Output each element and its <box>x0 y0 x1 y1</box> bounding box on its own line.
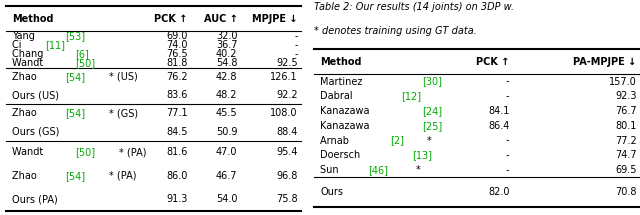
Text: [46]: [46] <box>368 165 388 175</box>
Text: PCK ↑: PCK ↑ <box>154 14 188 24</box>
Text: *: * <box>426 135 431 146</box>
Text: 126.1: 126.1 <box>270 72 298 82</box>
Text: 69.0: 69.0 <box>166 31 188 41</box>
Text: Ours (GS): Ours (GS) <box>12 127 60 137</box>
Text: Arnab: Arnab <box>320 135 352 146</box>
Text: 84.1: 84.1 <box>488 106 509 116</box>
Text: Method: Method <box>320 57 362 67</box>
Text: 50.9: 50.9 <box>216 127 237 137</box>
Text: Zhao: Zhao <box>12 171 40 181</box>
Text: 108.0: 108.0 <box>270 108 298 118</box>
Text: 92.2: 92.2 <box>276 90 298 100</box>
Text: 86.0: 86.0 <box>166 171 188 181</box>
Text: 81.6: 81.6 <box>166 147 188 157</box>
Text: -: - <box>506 91 509 101</box>
Text: Doersch: Doersch <box>320 150 364 160</box>
Text: Dabral: Dabral <box>320 91 356 101</box>
Text: [2]: [2] <box>390 135 404 146</box>
Text: 32.0: 32.0 <box>216 31 237 41</box>
Text: 54.8: 54.8 <box>216 58 237 68</box>
Text: * (GS): * (GS) <box>109 108 138 118</box>
Text: 75.8: 75.8 <box>276 194 298 204</box>
Text: 42.8: 42.8 <box>216 72 237 82</box>
Text: -: - <box>506 135 509 146</box>
Text: 80.1: 80.1 <box>616 121 637 131</box>
Text: * (PA): * (PA) <box>109 171 136 181</box>
Text: Chang: Chang <box>12 49 47 59</box>
Text: 77.1: 77.1 <box>166 108 188 118</box>
Text: 77.2: 77.2 <box>615 135 637 146</box>
Text: -: - <box>506 165 509 175</box>
Text: 92.3: 92.3 <box>615 91 637 101</box>
Text: 48.2: 48.2 <box>216 90 237 100</box>
Text: 83.6: 83.6 <box>166 90 188 100</box>
Text: 54.0: 54.0 <box>216 194 237 204</box>
Text: Ours: Ours <box>320 187 343 197</box>
Text: Method: Method <box>12 14 54 24</box>
Text: [25]: [25] <box>422 121 443 131</box>
Text: Ours (US): Ours (US) <box>12 90 60 100</box>
Text: Kanazawa: Kanazawa <box>320 106 372 116</box>
Text: 76.5: 76.5 <box>166 49 188 59</box>
Text: Ci: Ci <box>12 40 25 50</box>
Text: 70.8: 70.8 <box>615 187 637 197</box>
Text: 91.3: 91.3 <box>166 194 188 204</box>
Text: 76.2: 76.2 <box>166 72 188 82</box>
Text: PCK ↑: PCK ↑ <box>476 57 509 67</box>
Text: 95.4: 95.4 <box>276 147 298 157</box>
Text: [50]: [50] <box>76 147 96 157</box>
Text: 45.5: 45.5 <box>216 108 237 118</box>
Text: 40.2: 40.2 <box>216 49 237 59</box>
Text: -: - <box>294 31 298 41</box>
Text: 92.5: 92.5 <box>276 58 298 68</box>
Text: [6]: [6] <box>76 49 90 59</box>
Text: -: - <box>294 40 298 50</box>
Text: 81.8: 81.8 <box>166 58 188 68</box>
Text: -: - <box>294 49 298 59</box>
Text: Martinez: Martinez <box>320 77 365 87</box>
Text: AUC ↑: AUC ↑ <box>204 14 237 24</box>
Text: 157.0: 157.0 <box>609 77 637 87</box>
Text: * denotes training using GT data.: * denotes training using GT data. <box>314 26 476 36</box>
Text: [13]: [13] <box>412 150 432 160</box>
Text: [30]: [30] <box>422 77 442 87</box>
Text: -: - <box>506 77 509 87</box>
Text: 86.4: 86.4 <box>488 121 509 131</box>
Text: -: - <box>506 150 509 160</box>
Text: Yang: Yang <box>12 31 38 41</box>
Text: 74.0: 74.0 <box>166 40 188 50</box>
Text: [54]: [54] <box>65 72 86 82</box>
Text: 36.7: 36.7 <box>216 40 237 50</box>
Text: [54]: [54] <box>65 171 86 181</box>
Text: 76.7: 76.7 <box>615 106 637 116</box>
Text: 74.7: 74.7 <box>615 150 637 160</box>
Text: Kanazawa: Kanazawa <box>320 121 372 131</box>
Text: PA-MPJPE ↓: PA-MPJPE ↓ <box>573 57 637 67</box>
Text: 47.0: 47.0 <box>216 147 237 157</box>
Text: [53]: [53] <box>65 31 86 41</box>
Text: Wandt: Wandt <box>12 147 47 157</box>
Text: [12]: [12] <box>401 91 421 101</box>
Text: Table 2: Our results (14 joints) on 3DP w.: Table 2: Our results (14 joints) on 3DP … <box>314 2 514 12</box>
Text: *: * <box>415 165 420 175</box>
Text: 96.8: 96.8 <box>276 171 298 181</box>
Text: Zhao: Zhao <box>12 72 40 82</box>
Text: 84.5: 84.5 <box>166 127 188 137</box>
Text: Ours (PA): Ours (PA) <box>12 194 58 204</box>
Text: Wandt: Wandt <box>12 58 47 68</box>
Text: MPJPE ↓: MPJPE ↓ <box>252 14 298 24</box>
Text: Sun: Sun <box>320 165 342 175</box>
Text: 46.7: 46.7 <box>216 171 237 181</box>
Text: [11]: [11] <box>45 40 65 50</box>
Text: [50]: [50] <box>76 58 96 68</box>
Text: [54]: [54] <box>65 108 86 118</box>
Text: 88.4: 88.4 <box>276 127 298 137</box>
Text: * (US): * (US) <box>109 72 138 82</box>
Text: [24]: [24] <box>422 106 443 116</box>
Text: 69.5: 69.5 <box>615 165 637 175</box>
Text: * (PA): * (PA) <box>118 147 146 157</box>
Text: Zhao: Zhao <box>12 108 40 118</box>
Text: 82.0: 82.0 <box>488 187 509 197</box>
